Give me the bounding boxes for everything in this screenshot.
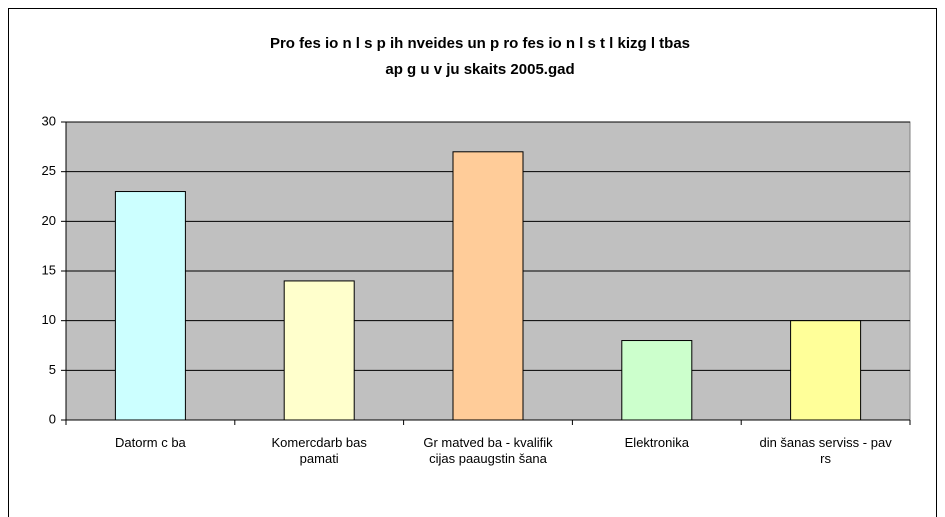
chart-title: Pro fes io n l s p ih nveides un p ro fe… <box>270 35 690 52</box>
y-tick-label: 5 <box>49 362 56 377</box>
y-tick-label: 30 <box>42 113 56 128</box>
y-tick-label: 10 <box>42 312 56 327</box>
bar <box>114 191 186 421</box>
bar <box>621 340 693 421</box>
y-tick-label: 20 <box>42 213 56 228</box>
y-tick-label: 25 <box>42 163 56 178</box>
x-tick-label: Datorm c ba <box>114 435 186 450</box>
chart-title: ap g u v ju skaits 2005.gad <box>385 61 574 78</box>
y-tick-label: 0 <box>49 411 56 426</box>
x-tick-label: Komercdarb bas pamati <box>271 435 367 466</box>
x-tick-label: din šanas serviss - pav rs <box>759 435 892 466</box>
bar <box>283 280 355 421</box>
bar <box>790 320 862 421</box>
bar <box>452 151 524 421</box>
y-tick-label: 15 <box>42 262 56 277</box>
x-tick-label: Elektronika <box>624 435 689 450</box>
x-tick-label: Gr matved ba - kvalifik cijas paaugstin … <box>423 435 553 466</box>
